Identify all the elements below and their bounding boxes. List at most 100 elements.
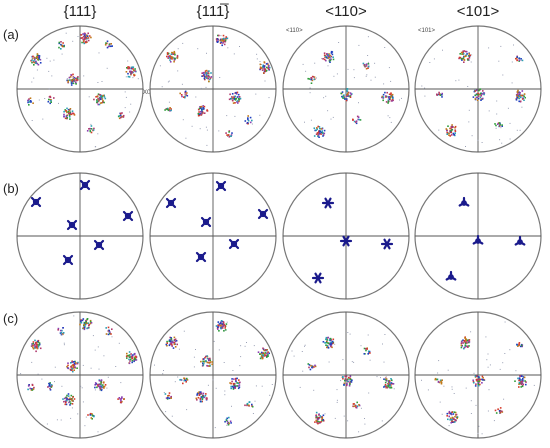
ideal-pole-r2-c4-2-dot	[475, 238, 481, 244]
pole-cluster-r3-c2-8-dot-6	[251, 405, 254, 408]
pole-cluster-r3-c2-3-dot-31	[260, 351, 263, 354]
pole-cluster-r1-c1-noise-dot-28	[49, 60, 51, 62]
pole-cluster-r3-c2-10-dot-5	[228, 422, 230, 425]
pole-cluster-r3-c2-1-dot-10	[172, 347, 175, 349]
pole-cluster-r1-c4-3-dot-22	[521, 94, 524, 97]
pole-cluster-r1-c3-1-dot-30	[327, 54, 330, 56]
pole-cluster-r3-c1-8-dot-1	[109, 332, 111, 335]
pole-cluster-r3-c1-7-dot-8	[49, 383, 51, 385]
pole-cluster-r1-c4-1-dot-0	[465, 50, 468, 53]
pole-cluster-r1-c1-1-dot-28	[38, 56, 41, 59]
pole-cluster-r1-c3-7-dot-10	[358, 118, 361, 121]
pole-cluster-r3-c2-9-dot-3	[168, 397, 171, 400]
pole-cluster-r3-c1-5-dot-22	[65, 400, 67, 403]
pole-cluster-r1-c2-7-dot-10	[183, 96, 185, 98]
pole-cluster-r3-c4-2-dot-37	[478, 380, 480, 383]
pole-cluster-r3-c3-6-dot-10	[363, 347, 366, 350]
pole-cluster-r1-c3-3-dot-20	[384, 91, 386, 94]
pole-cluster-r3-c2-10-dot-8	[230, 422, 232, 424]
pole-cluster-r3-c1-4-dot-10	[72, 365, 75, 367]
pole-cluster-r1-c1-noise-dot-8	[36, 69, 38, 71]
pole-cluster-r1-c2-noise-dot-39	[182, 119, 184, 121]
pole-cluster-r3-c1-3	[125, 351, 138, 365]
pole-cluster-r1-c3-7-dot-1	[353, 120, 356, 123]
pole-cluster-r3-c1-10-dot-9	[119, 398, 121, 400]
pole-cluster-r1-c1-noise-dot-23	[38, 99, 40, 101]
pole-cluster-r1-c2-7-dot-7	[179, 92, 181, 95]
pole-cluster-r1-c4-4-dot-32	[449, 127, 451, 130]
pole-cluster-r1-c2-4-dot-21	[201, 75, 203, 77]
pole-cluster-r3-c3-1-dot-18	[325, 336, 328, 339]
pole-cluster-r3-c4-noise-dot-20	[486, 359, 488, 361]
pole-cluster-r3-c4-2-dot-24	[476, 375, 478, 377]
pole-cluster-r1-c1-6-dot-28	[96, 100, 99, 103]
pole-cluster-r1-c4-2-dot-30	[482, 97, 484, 100]
pole-cluster-r1-c3-1-dot-34	[332, 56, 334, 58]
pole-cluster-r1-c1-3-dot-10	[132, 66, 135, 68]
corner-label-101: <101>	[418, 28, 436, 34]
pole-cluster-r1-c3-7-dot-7	[352, 118, 354, 121]
pole-cluster-r3-c4-1-dot-1	[462, 342, 464, 344]
pole-cluster-r3-c4-noise-dot-39	[447, 369, 449, 371]
pole-cluster-r3-c1-2-dot-1	[89, 322, 92, 325]
pole-cluster-r3-c1-5-dot-24	[64, 403, 67, 406]
pole-cluster-r1-c2-1-dot-29	[174, 57, 176, 60]
pole-cluster-r3-c2-1-dot-24	[172, 341, 175, 344]
pole-cluster-r1-c2-7	[179, 90, 189, 99]
pole-cluster-r3-c1-5-dot-36	[73, 398, 76, 400]
pole-cluster-r1-c2-noise-dot-6	[206, 129, 208, 131]
pole-cluster-r1-c3-4-dot-3	[321, 131, 323, 134]
pole-cluster-r3-c4-6-dot-8	[440, 380, 442, 383]
pole-cluster-r1-c2-8-dot-11	[247, 117, 249, 119]
pole-cluster-r1-c2-7-dot-9	[184, 90, 187, 93]
pole-cluster-r1-c1-1-dot-26	[33, 56, 36, 59]
pole-cluster-r1-c3-4-dot-14	[321, 130, 323, 132]
pole-cluster-r1-c1-10-dot-11	[118, 115, 121, 117]
pole-cluster-r3-c3-2-dot-37	[347, 380, 349, 383]
pole-cluster-r3-c1-8-dot-3	[105, 333, 108, 335]
pole-cluster-r1-c1-noise-dot-12	[46, 57, 48, 59]
pole-cluster-r3-c1-noise-dot-22	[77, 413, 79, 415]
pole-cluster-r1-c1-1	[30, 53, 42, 66]
pole-cluster-r1-c2-2-dot-3	[222, 42, 224, 44]
pole-cluster-r3-c1-6	[94, 379, 107, 392]
pole-cluster-r3-c1-5-dot-28	[63, 397, 66, 400]
pole-cluster-r3-c3-7-dot-8	[358, 404, 360, 406]
pole-cluster-r3-c4-5-dot-6	[516, 343, 518, 346]
pole-cluster-r3-c3-noise-dot-37	[381, 420, 383, 422]
pole-cluster-r3-c1-4	[66, 360, 79, 373]
pole-cluster-r3-c1-2-dot-8	[83, 328, 86, 331]
pole-cluster-r3-c1-6-dot-28	[103, 385, 106, 388]
pole-cluster-r3-c3-1-dot-3	[326, 340, 328, 343]
pole-cluster-r1-c2-6-dot-33	[230, 97, 233, 100]
pole-cluster-r1-c3-noise-dot-28	[384, 47, 386, 48]
pole-cluster-r3-c4-3-dot-20	[519, 378, 521, 381]
pole-cluster-r1-c3-3-dot-30	[392, 97, 394, 100]
pole-cluster-r3-c1-6-dot-17	[100, 379, 103, 381]
pole-cluster-r1-c3-3-dot-25	[388, 93, 391, 96]
pole-cluster-r1-c2-4-dot-30	[206, 74, 208, 77]
pole-cluster-r1-c1-1-dot-7	[30, 59, 32, 62]
pole-cluster-r3-c2-5-dot-21	[197, 396, 200, 399]
pole-cluster-r1-c3-6-dot-3	[364, 65, 366, 68]
pole-cluster-r3-c1-3-dot-22	[125, 355, 128, 358]
pole-cluster-r1-c3-2-dot-15	[341, 91, 344, 93]
pole-cluster-r3-c4-3-dot-18	[521, 379, 523, 381]
pole-cluster-r1-c3-2-dot-19	[350, 93, 352, 96]
pole-cluster-r1-c2-3-dot-14	[263, 67, 265, 69]
pole-cluster-r3-c2-1-dot-4	[168, 340, 171, 343]
pole-cluster-r1-c1-8	[104, 40, 113, 49]
pole-cluster-r1-c3-3-dot-15	[387, 102, 389, 104]
pole-cluster-r1-c2-8-dot-0	[247, 119, 250, 122]
pole-cluster-r1-c2-3-dot-28	[263, 61, 266, 63]
pole-cluster-r1-c1-2-dot-37	[90, 36, 92, 39]
pole-cluster-r3-c3-noise-dot-6	[304, 345, 305, 347]
pole-cluster-r1-c1-5-dot-19	[68, 109, 71, 112]
pole-cluster-r3-c2-noise-dot-36	[214, 427, 216, 429]
pole-cluster-r3-c4-7-dot-3	[500, 410, 503, 412]
pole-cluster-r3-c2-5-dot-10	[202, 394, 204, 397]
pole-cluster-r3-c1-7-dot-0	[48, 382, 50, 385]
pole-cluster-r3-c1-1-dot-34	[32, 344, 34, 347]
pole-cluster-r1-c4-noise-dot-25	[438, 129, 440, 131]
pole-cluster-r1-c2-7-dot-6	[184, 96, 186, 99]
